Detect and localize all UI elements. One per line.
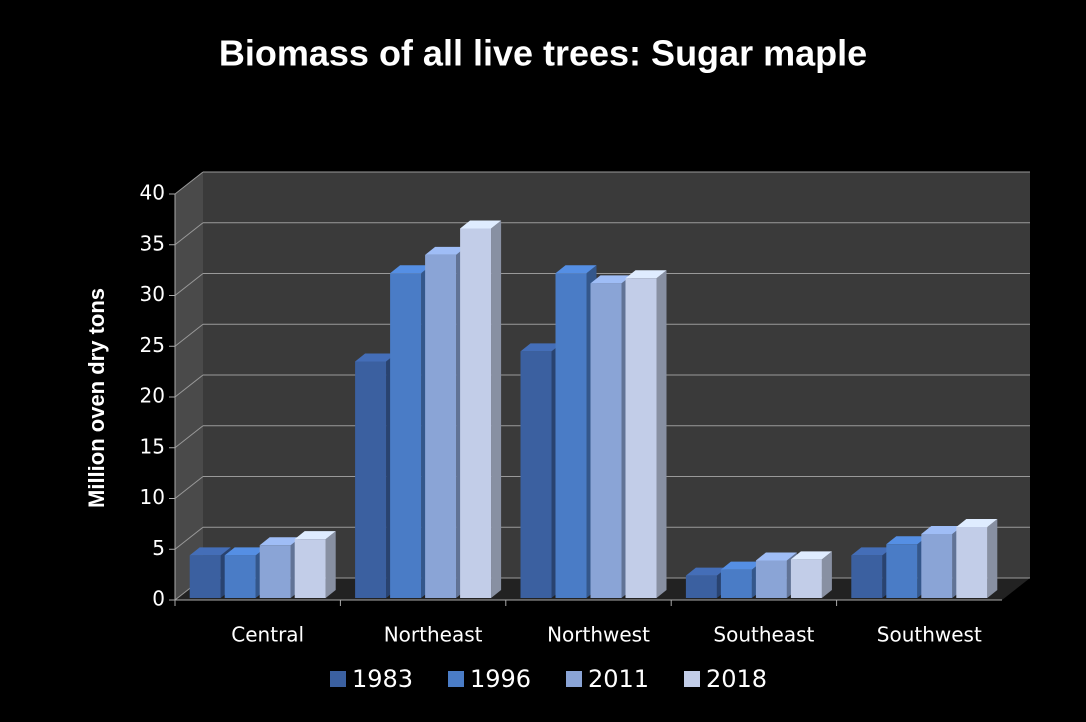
bar-top xyxy=(425,246,467,255)
y-tick-label: 30 xyxy=(140,282,165,306)
bar xyxy=(956,518,998,598)
bar-side xyxy=(821,551,832,598)
bar-front xyxy=(425,254,457,598)
x-tick-label: Northeast xyxy=(384,623,483,647)
legend-label: 2018 xyxy=(706,665,767,693)
bar-top xyxy=(720,561,762,570)
bar xyxy=(720,561,762,598)
y-tick-label: 0 xyxy=(152,587,165,611)
bar-front xyxy=(755,560,787,598)
bar-top xyxy=(520,343,562,352)
grid-line xyxy=(174,323,204,347)
bar xyxy=(390,265,432,598)
bar xyxy=(555,265,597,598)
x-tick-label: Southwest xyxy=(877,623,982,647)
bar-top xyxy=(224,547,266,556)
y-tick-label: 5 xyxy=(152,536,165,560)
legend-label: 1996 xyxy=(470,665,531,693)
bar-front xyxy=(590,283,622,598)
bar xyxy=(224,547,266,598)
bar xyxy=(685,567,727,598)
bar xyxy=(755,552,797,598)
bar-top xyxy=(294,531,336,540)
legend-swatch xyxy=(684,671,700,687)
bar xyxy=(520,343,562,598)
bar xyxy=(294,531,336,598)
bar xyxy=(790,551,832,598)
bar-top xyxy=(755,552,797,561)
grid-line xyxy=(174,425,204,449)
bar-front xyxy=(294,539,326,598)
bar xyxy=(259,537,301,598)
bar-top xyxy=(355,353,397,362)
y-tick-label: 20 xyxy=(140,384,165,408)
bar-top xyxy=(851,547,893,556)
chart-title: Biomass of all live trees: Sugar maple xyxy=(219,33,867,74)
legend-swatch xyxy=(566,671,582,687)
x-tick-label: Northwest xyxy=(547,623,650,647)
y-tick-label: 40 xyxy=(140,181,165,205)
bar-top xyxy=(625,270,667,279)
bar-top xyxy=(555,265,597,274)
bar xyxy=(886,536,928,598)
bar xyxy=(590,275,632,598)
bar-side xyxy=(325,531,336,598)
bar-front xyxy=(555,273,587,598)
bar xyxy=(355,353,397,598)
bar-side xyxy=(987,518,998,598)
bar xyxy=(460,220,502,599)
bar-front xyxy=(390,273,422,598)
bar-front xyxy=(886,544,918,598)
legend-label: 1983 xyxy=(352,665,413,693)
y-tick-label: 25 xyxy=(140,333,165,357)
y-axis-label: Million oven dry tons xyxy=(84,288,109,508)
bar-top xyxy=(886,536,928,545)
bar-top xyxy=(590,275,632,284)
bar xyxy=(425,246,467,598)
bar-top xyxy=(790,551,832,560)
bar-top xyxy=(390,265,432,274)
bar-front xyxy=(625,278,657,598)
grid-line xyxy=(174,222,204,246)
bar-front xyxy=(851,555,883,598)
grid-line xyxy=(174,526,204,550)
bar-front xyxy=(355,361,387,598)
y-tick-label: 35 xyxy=(140,231,165,255)
bar-front xyxy=(956,526,988,598)
bar-side xyxy=(656,270,667,598)
bar-front xyxy=(259,545,291,598)
bar xyxy=(189,547,231,598)
bar xyxy=(625,270,667,598)
bar-front xyxy=(520,351,552,598)
bar-side xyxy=(491,220,502,599)
legend-swatch xyxy=(330,671,346,687)
bar-top xyxy=(189,547,231,556)
bar-front xyxy=(720,569,752,598)
bar xyxy=(921,526,963,598)
legend-label: 2011 xyxy=(588,665,649,693)
bar-top xyxy=(921,526,963,535)
bar-front xyxy=(224,555,256,598)
bar-front xyxy=(460,228,492,599)
grid-line xyxy=(174,171,204,195)
bar xyxy=(851,547,893,598)
grid-line xyxy=(174,476,204,499)
bar-top xyxy=(460,220,502,229)
bar-top xyxy=(956,518,998,527)
bar-front xyxy=(921,534,953,598)
x-tick-label: Central xyxy=(231,623,304,647)
bar-top xyxy=(259,537,301,546)
grid-line xyxy=(174,273,204,296)
y-tick-label: 10 xyxy=(140,485,165,509)
y-tick-label: 15 xyxy=(140,434,165,458)
bar-front xyxy=(790,559,822,598)
bar-top xyxy=(685,567,727,576)
bar-front xyxy=(685,575,717,598)
legend-swatch xyxy=(448,671,464,687)
x-tick-label: Southeast xyxy=(713,623,814,647)
grid-line xyxy=(174,374,204,398)
bar-front xyxy=(189,555,221,598)
